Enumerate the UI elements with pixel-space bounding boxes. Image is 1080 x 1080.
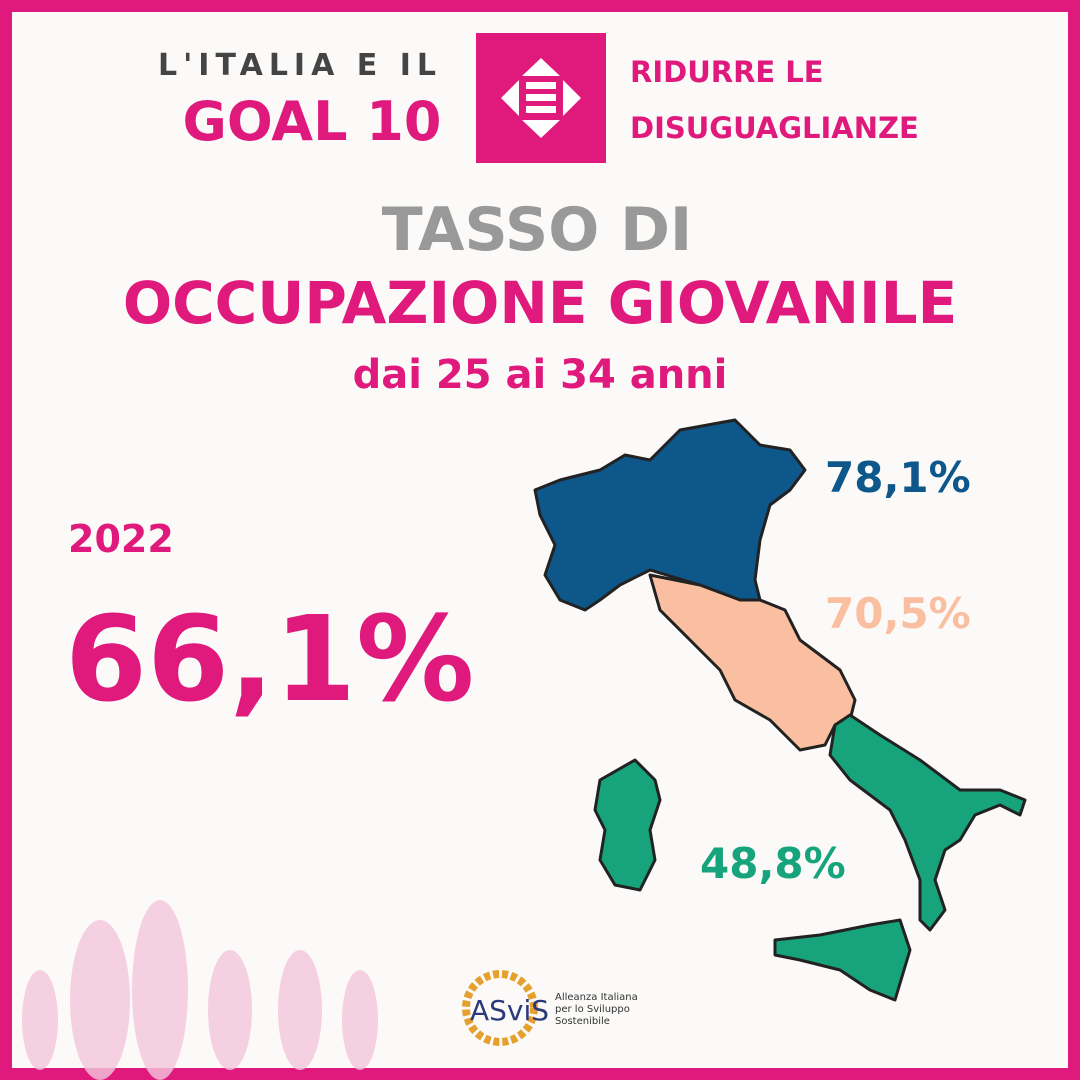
title-line: OCCUPAZIONE GIOVANILE [123,269,957,337]
logo-text: per lo Sviluppo [555,1004,630,1015]
year: 2022 [68,517,174,561]
goal: GOAL 10 [183,90,442,153]
south-italy [828,713,1027,932]
sicily [773,918,912,1002]
logo-ring [462,970,538,1046]
map [533,418,1027,1002]
region-value: 48,8% [700,839,846,888]
region-value: 70,5% [825,589,971,638]
people-silhouettes [22,900,378,1080]
logo-text: Alleanza Italiana [555,992,638,1003]
goal-name: DISUGUAGLIANZE [630,111,919,145]
subtitle: dai 25 ai 34 anni [353,352,728,398]
region-value: 78,1% [825,453,971,502]
title-line: TASSO DI [382,195,692,265]
goal-icon-symbol [501,58,581,138]
national-value: 66,1% [65,590,474,728]
goal-name: RIDURRE LE [630,55,824,89]
sardinia [593,758,662,892]
logo-text: Sostenibile [555,1016,610,1027]
kicker: L'ITALIA E IL [158,48,442,83]
north-italy [533,418,807,612]
logo-name: ASviS [470,994,549,1027]
